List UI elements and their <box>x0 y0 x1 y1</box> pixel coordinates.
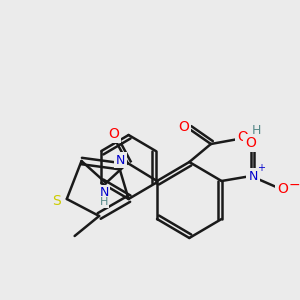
Text: O: O <box>178 120 189 134</box>
Text: O: O <box>246 136 256 150</box>
Text: H: H <box>100 197 108 207</box>
Text: −: − <box>288 178 300 192</box>
Text: N: N <box>116 154 125 166</box>
Text: O: O <box>237 130 248 144</box>
Text: O: O <box>108 127 119 141</box>
Text: O: O <box>277 182 288 196</box>
Text: N: N <box>99 186 109 199</box>
Text: N: N <box>248 169 258 182</box>
Text: H: H <box>251 124 261 137</box>
Text: S: S <box>52 194 62 208</box>
Text: +: + <box>257 163 265 173</box>
